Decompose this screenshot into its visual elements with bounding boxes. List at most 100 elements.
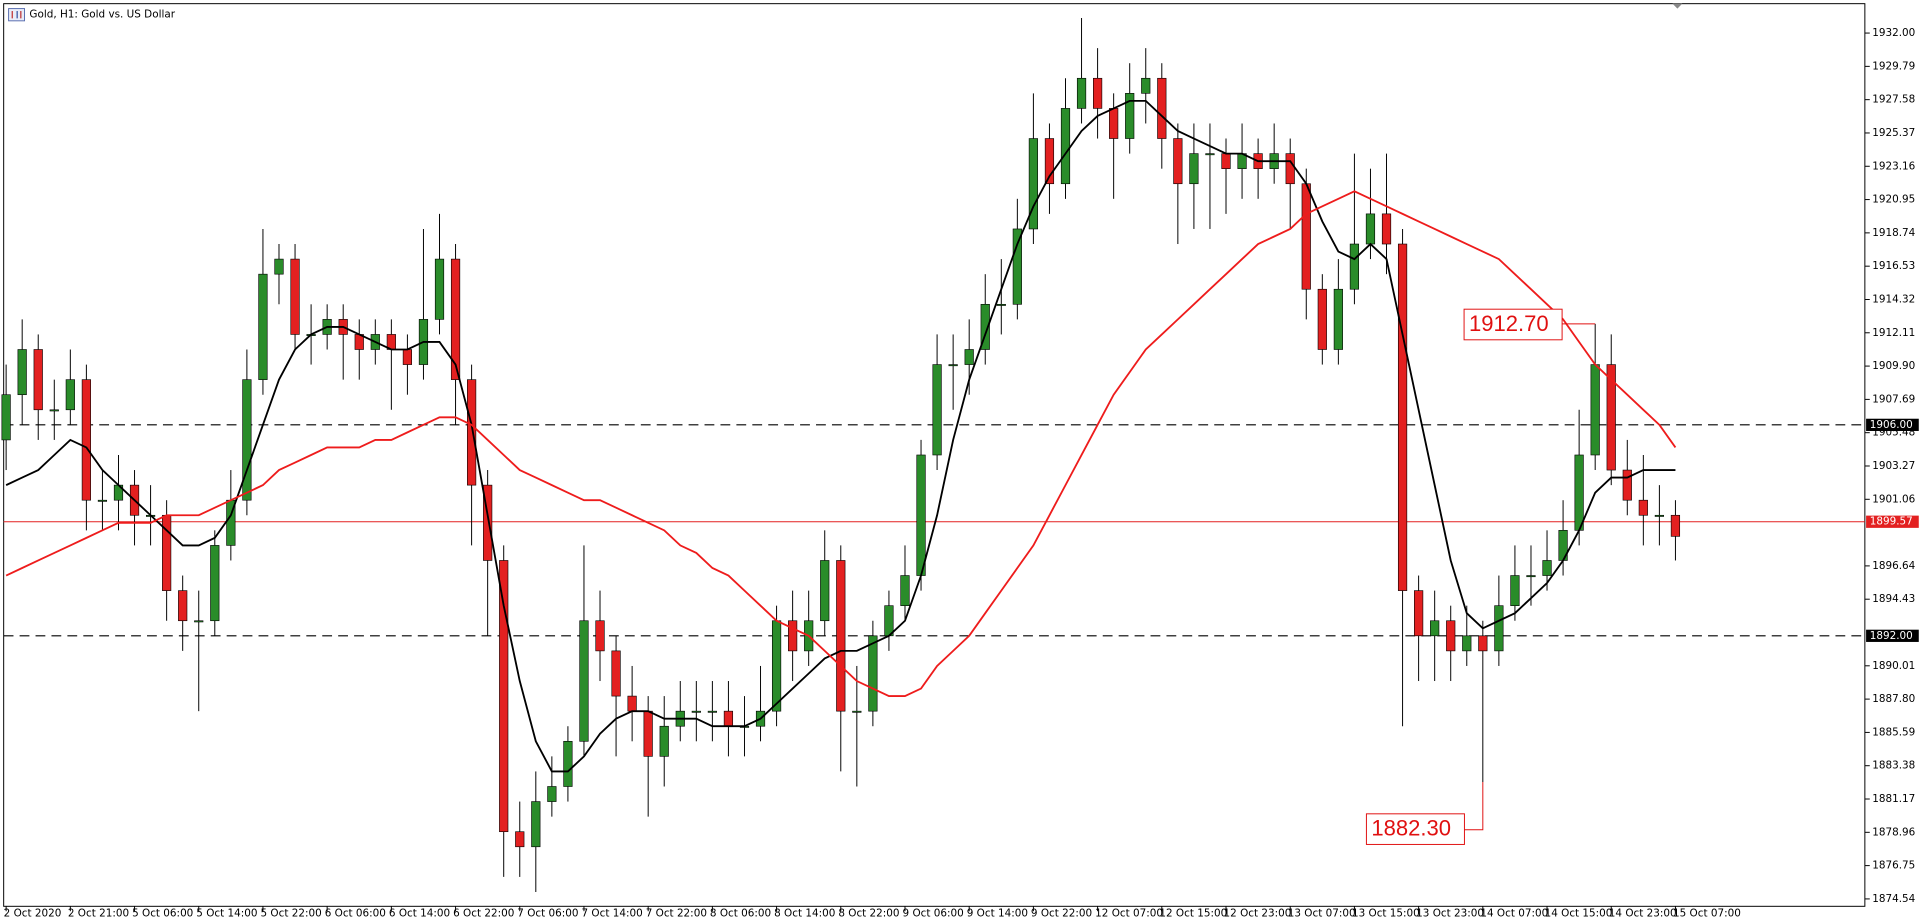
candle-body bbox=[1381, 213, 1392, 245]
x-tick-label: 6 Oct 14:00 bbox=[389, 908, 450, 920]
candle-body bbox=[1414, 590, 1424, 637]
price-label: 1899.57 bbox=[1870, 516, 1913, 528]
x-tick-label: 8 Oct 14:00 bbox=[774, 908, 835, 920]
y-tick-label: 1887.80 bbox=[1872, 693, 1915, 705]
candle-body bbox=[49, 409, 59, 412]
candle-body bbox=[1478, 635, 1488, 652]
annotation-connector bbox=[1464, 781, 1484, 831]
level-tag bbox=[1866, 418, 1919, 431]
candle-body bbox=[1654, 514, 1664, 517]
candle-body bbox=[836, 560, 846, 712]
candle-body bbox=[1141, 77, 1151, 94]
x-tick-label: 7 Oct 14:00 bbox=[582, 908, 643, 920]
candle-body bbox=[1189, 153, 1199, 185]
candle-body bbox=[1157, 77, 1167, 139]
y-tick-label: 1896.64 bbox=[1872, 560, 1915, 572]
candle-body bbox=[81, 379, 91, 501]
annotation-label: 1882.30 bbox=[1371, 816, 1451, 841]
candle-body bbox=[1012, 228, 1022, 305]
annotation-label: 1912.70 bbox=[1469, 311, 1549, 336]
candle-body bbox=[1285, 153, 1295, 185]
candle-body bbox=[1, 394, 11, 441]
x-tick-label: 5 Oct 06:00 bbox=[132, 908, 193, 920]
level-label: 1892.00 bbox=[1870, 630, 1913, 642]
candle-body bbox=[1317, 288, 1327, 350]
x-tick-label: 14 Oct 15:00 bbox=[1545, 908, 1613, 920]
y-tick-label: 1918.74 bbox=[1872, 227, 1915, 239]
candle-body bbox=[932, 364, 942, 456]
x-tick-label: 14 Oct 23:00 bbox=[1609, 908, 1677, 920]
candle-body bbox=[1574, 454, 1584, 531]
candle-body bbox=[1028, 138, 1038, 230]
symbol-icon bbox=[8, 8, 25, 22]
candle-body bbox=[884, 605, 894, 637]
y-tick-label: 1914.32 bbox=[1872, 293, 1915, 305]
candle-body bbox=[852, 710, 862, 713]
candle-body bbox=[691, 710, 701, 713]
x-tick-label: 5 Oct 14:00 bbox=[196, 908, 257, 920]
candle-body bbox=[33, 349, 43, 411]
x-tick-label: 14 Oct 07:00 bbox=[1480, 908, 1548, 920]
candle-body bbox=[483, 484, 493, 561]
candle-body bbox=[210, 545, 220, 622]
candle-body bbox=[1622, 469, 1632, 501]
candle-body bbox=[450, 258, 461, 380]
y-tick-label: 1916.53 bbox=[1872, 260, 1915, 272]
candle-body bbox=[1397, 243, 1408, 591]
candle-body bbox=[531, 801, 541, 848]
candle-body bbox=[916, 454, 926, 576]
candle-body bbox=[771, 620, 782, 712]
y-tick-label: 1878.96 bbox=[1872, 826, 1915, 838]
y-tick-label: 1905.48 bbox=[1872, 427, 1915, 439]
y-tick-label: 1890.01 bbox=[1872, 660, 1915, 672]
candle-body bbox=[402, 349, 412, 365]
y-tick-label: 1912.11 bbox=[1872, 327, 1915, 339]
y-tick-label: 1925.37 bbox=[1872, 127, 1915, 139]
y-tick-label: 1909.90 bbox=[1872, 360, 1915, 372]
y-tick-label: 1881.17 bbox=[1872, 793, 1915, 805]
shift-marker bbox=[1672, 3, 1683, 9]
candle-body bbox=[499, 560, 509, 833]
candle-body bbox=[1542, 560, 1552, 576]
price-tag bbox=[1866, 515, 1919, 528]
candle-body bbox=[1670, 514, 1681, 537]
x-tick-label: 13 Oct 07:00 bbox=[1288, 908, 1356, 920]
y-tick-label: 1907.69 bbox=[1872, 393, 1915, 405]
x-tick-label: 2 Oct 2020 bbox=[4, 908, 62, 920]
x-tick-label: 12 Oct 15:00 bbox=[1159, 908, 1227, 920]
candle-body bbox=[1109, 108, 1119, 139]
moving-average bbox=[5, 190, 1677, 698]
candle-body bbox=[820, 560, 830, 622]
candle-body bbox=[194, 620, 204, 623]
candle-body bbox=[17, 349, 27, 396]
candle-body bbox=[900, 575, 910, 606]
x-tick-label: 7 Oct 22:00 bbox=[646, 908, 707, 920]
y-tick-label: 1894.43 bbox=[1872, 593, 1915, 605]
y-tick-label: 1883.38 bbox=[1872, 760, 1915, 772]
candle-body bbox=[980, 303, 990, 350]
candle-body bbox=[723, 710, 734, 727]
y-tick-label: 1903.27 bbox=[1872, 460, 1915, 472]
candle-body bbox=[242, 379, 252, 501]
candle-body bbox=[1125, 93, 1135, 139]
candle-body bbox=[948, 364, 958, 367]
x-tick-label: 12 Oct 07:00 bbox=[1095, 908, 1163, 920]
candle-body bbox=[563, 740, 573, 787]
x-tick-label: 2 Oct 21:00 bbox=[68, 908, 129, 920]
moving-average bbox=[5, 99, 1676, 773]
candle-body bbox=[611, 650, 621, 697]
x-tick-label: 6 Oct 22:00 bbox=[453, 908, 514, 920]
candle-body bbox=[643, 710, 653, 757]
candle-body bbox=[1590, 364, 1600, 456]
annotation-box bbox=[1365, 813, 1465, 845]
level-label: 1906.00 bbox=[1870, 419, 1913, 431]
candle-body bbox=[707, 710, 717, 713]
candle-body bbox=[547, 786, 557, 802]
annotation-box bbox=[1463, 308, 1563, 341]
candle-body bbox=[1638, 499, 1648, 516]
candle-body bbox=[1526, 575, 1536, 578]
candle-body bbox=[1606, 364, 1616, 471]
candle-body bbox=[1093, 77, 1103, 109]
candle-body bbox=[178, 590, 188, 622]
